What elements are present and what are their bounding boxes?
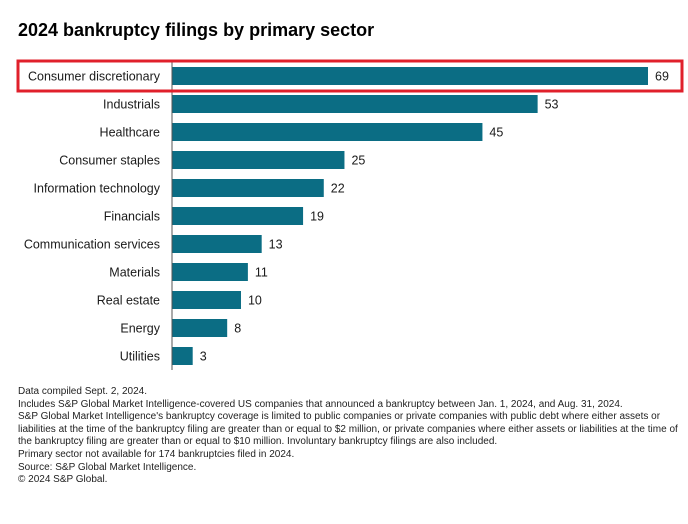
category-label: Communication services: [24, 238, 160, 252]
category-label: Healthcare: [100, 126, 160, 140]
bar: [172, 151, 345, 169]
plot-area: Consumer discretionary 69 Industrials 53 Hea…: [16, 59, 684, 370]
footnote-coverage: Includes S&P Global Market Intelligence-…: [18, 398, 623, 410]
value-label: 69: [655, 70, 669, 84]
value-label: 53: [545, 98, 559, 112]
value-label: 19: [310, 210, 324, 224]
bar: [172, 235, 262, 253]
bar: [172, 347, 193, 365]
bar: [172, 263, 248, 281]
footnotes: Data compiled Sept. 2, 2024. Includes S&…: [18, 386, 682, 487]
category-label: Information technology: [34, 182, 161, 196]
bar: [172, 179, 324, 197]
value-label: 10: [248, 294, 262, 308]
value-label: 3: [200, 350, 207, 364]
category-label: Consumer discretionary: [28, 70, 161, 84]
footnote-copyright: © 2024 S&P Global.: [18, 474, 108, 486]
footnote-missing-sector: Primary sector not available for 174 ban…: [18, 448, 295, 460]
category-label: Consumer staples: [59, 154, 160, 168]
footnote-methodology: S&P Global Market Intelligence's bankrup…: [18, 411, 678, 448]
bar: [172, 207, 304, 225]
value-label: 8: [234, 322, 241, 336]
category-label: Real estate: [97, 294, 160, 308]
category-label: Industrials: [103, 98, 160, 112]
footnote-source: Source: S&P Global Market Intelligence.: [18, 461, 197, 473]
value-label: 13: [269, 238, 283, 252]
category-label: Financials: [104, 210, 160, 224]
chart-title: 2024 bankruptcy filings by primary secto…: [18, 20, 375, 40]
value-label: 25: [351, 154, 365, 168]
footnote-date: Data compiled Sept. 2, 2024.: [18, 386, 147, 397]
highlight-box: [16, 59, 684, 93]
bar: [172, 95, 538, 113]
category-label: Materials: [109, 266, 160, 280]
value-label: 22: [331, 182, 345, 196]
bar: [172, 291, 241, 309]
value-label: 11: [255, 266, 268, 280]
bar: [172, 319, 228, 337]
bar: [172, 123, 483, 141]
bar-chart: Consumer discretionary 69 Industrials 53 Hea…: [16, 59, 684, 370]
category-label: Energy: [120, 322, 160, 336]
value-label: 45: [489, 126, 503, 140]
category-label: Utilities: [120, 350, 160, 364]
bar: [172, 67, 648, 85]
